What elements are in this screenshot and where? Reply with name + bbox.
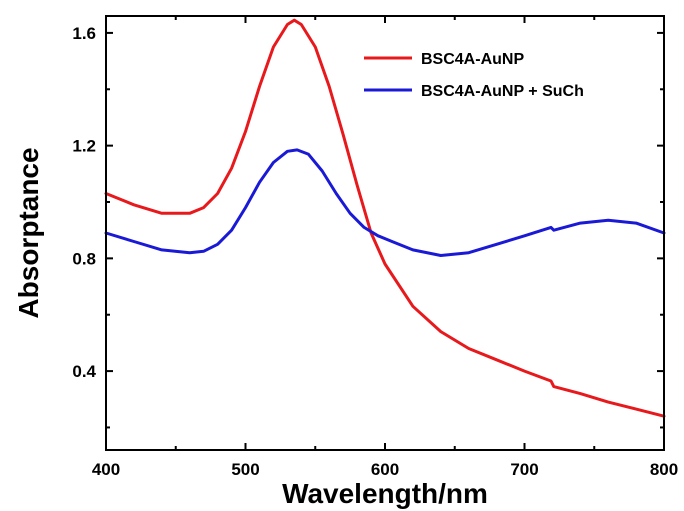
x-tick-label: 600 [371, 460, 399, 479]
legend-label-2: BSC4A-AuNP + SuCh [421, 83, 584, 100]
axis-ticks: 400 500 600 700 800 0.4 0.8 1.2 1.6 [72, 16, 678, 479]
x-tick-label: 500 [231, 460, 259, 479]
x-tick-label: 700 [510, 460, 538, 479]
series-line-1 [104, 18, 666, 418]
y-tick-label: 0.4 [72, 362, 96, 381]
x-axis-title: Wavelength/nm [282, 478, 488, 509]
y-tick-label: 0.8 [72, 249, 96, 268]
plot-curves [104, 18, 666, 418]
legend: BSC4A-AuNP BSC4A-AuNP + SuCh [364, 51, 584, 100]
x-tick-label: 800 [650, 460, 678, 479]
y-axis-title: Absorptance [13, 147, 44, 318]
series-line-2 [104, 148, 666, 257]
x-tick-label: 400 [92, 460, 120, 479]
plot-frame [105, 15, 665, 451]
legend-label-1: BSC4A-AuNP [421, 51, 524, 68]
y-tick-label: 1.6 [72, 24, 96, 43]
y-tick-label: 1.2 [72, 137, 96, 156]
